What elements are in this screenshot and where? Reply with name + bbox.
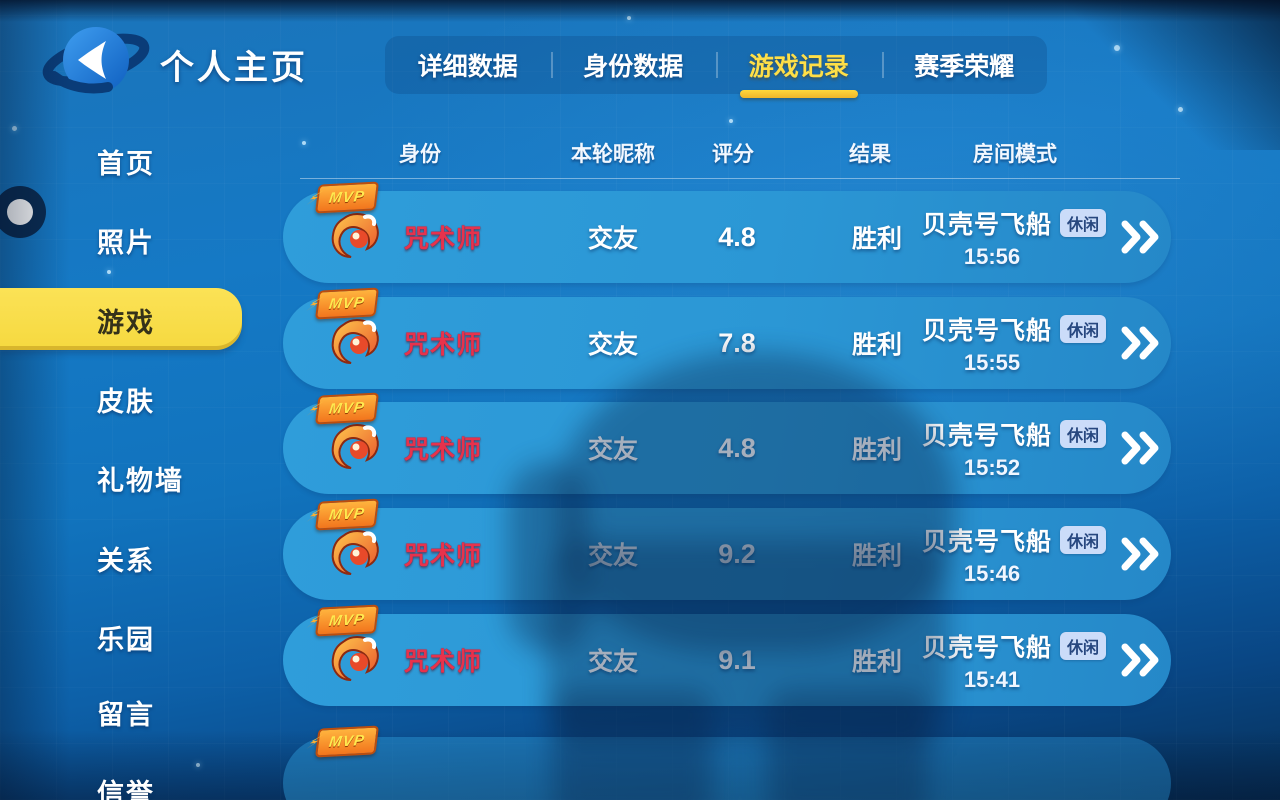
mvp-badge: MVP	[314, 392, 380, 425]
room-mode-tag: 休闲	[1060, 208, 1107, 237]
identity-name: 咒术师	[403, 542, 482, 570]
room-info: 贝壳号飞船 休闲 15:55	[883, 297, 1145, 389]
expand-arrow-icon[interactable]	[1119, 430, 1163, 466]
identity-name: 咒术师	[403, 331, 482, 359]
game-record-row[interactable]: MVP 咒术师 交友 4.8 胜利 贝壳号飞船 休闲 15:52	[283, 392, 1171, 494]
sparkle-dot	[627, 16, 631, 20]
room-name: 贝壳号飞船	[921, 421, 1052, 450]
mvp-badge: MVP	[314, 181, 380, 214]
result-value: 胜利	[851, 648, 902, 676]
room-name: 贝壳号飞船	[921, 633, 1052, 662]
col-header-room-mode: 房间模式	[973, 143, 1057, 166]
mvp-badge: MVP	[314, 725, 380, 758]
room-info: 贝壳号飞船 休闲 15:52	[883, 402, 1145, 494]
result-value: 胜利	[851, 542, 902, 570]
sparkle-dot	[1114, 45, 1120, 51]
game-record-row[interactable]: MVP 咒术师 交友 9.2 胜利 贝壳号飞船 休闲 15:46	[283, 498, 1171, 600]
identity-name: 咒术师	[403, 648, 482, 676]
score-value: 4.8	[718, 432, 756, 463]
mvp-badge: MVP	[314, 604, 380, 637]
sparkle-dot	[302, 141, 306, 145]
col-header-score: 评分	[712, 143, 754, 166]
sidebar-item-games[interactable]: 游戏	[97, 308, 155, 338]
result-value: 胜利	[851, 436, 902, 464]
sparkle-dot	[12, 126, 17, 131]
sparkle-dot	[196, 763, 200, 767]
room-mode-tag: 休闲	[1060, 314, 1107, 343]
room-time: 15:55	[963, 349, 1021, 375]
col-header-nickname: 本轮昵称	[571, 143, 655, 166]
sidebar-item-relations[interactable]: 关系	[97, 546, 155, 576]
col-header-result: 结果	[849, 143, 891, 166]
tab-game-records[interactable]: 游戏记录	[716, 36, 882, 94]
score-value: 9.1	[718, 644, 756, 675]
room-time: 15:41	[963, 666, 1021, 692]
sidebar-item-paradise[interactable]: 乐园	[97, 625, 155, 655]
mvp-badge: MVP	[314, 498, 380, 531]
sidebar-item-messages[interactable]: 留言	[97, 700, 155, 730]
room-name: 贝壳号飞船	[921, 527, 1052, 556]
sidebar-item-photos[interactable]: 照片	[97, 228, 155, 258]
tab-detailed-data[interactable]: 详细数据	[417, 53, 518, 81]
result-value: 胜利	[851, 331, 902, 359]
sorcerer-identity-icon	[329, 634, 381, 686]
back-button[interactable]	[42, 14, 150, 106]
room-time: 15:56	[963, 243, 1021, 269]
expand-arrow-icon[interactable]	[1119, 642, 1163, 678]
sidebar-selected-pill	[0, 288, 242, 350]
score-value: 9.2	[718, 538, 756, 569]
room-mode-tag: 休闲	[1060, 525, 1107, 554]
sidebar-item-skins[interactable]: 皮肤	[97, 387, 155, 417]
profile-tabbar: 详细数据 身份数据 游戏记录 赛季荣耀	[385, 36, 1047, 94]
screen-camera-dot	[0, 186, 46, 238]
sorcerer-identity-icon	[329, 317, 381, 369]
round-nickname: 交友	[587, 436, 638, 464]
round-nickname: 交友	[587, 225, 638, 253]
game-record-row[interactable]: MVP 咒术师 交友 7.8 胜利 贝壳号飞船 休闲 15:55	[283, 287, 1171, 389]
round-nickname: 交友	[587, 331, 638, 359]
sorcerer-identity-icon	[329, 422, 381, 474]
expand-arrow-icon[interactable]	[1119, 536, 1163, 572]
game-record-row[interactable]: MVP 咒术师 交友 4.8 胜利 贝壳号飞船 休闲 15:56	[283, 181, 1171, 283]
room-info: 贝壳号飞船 休闲 15:56	[883, 191, 1145, 283]
sorcerer-identity-icon	[329, 528, 381, 580]
expand-arrow-icon[interactable]	[1119, 325, 1163, 361]
sparkle-dot	[107, 270, 111, 274]
col-header-identity: 身份	[399, 143, 441, 166]
top-vignette	[0, 0, 1280, 22]
score-value: 4.8	[718, 221, 756, 252]
mvp-badge: MVP	[314, 287, 380, 320]
room-name: 贝壳号飞船	[921, 316, 1052, 345]
identity-name: 咒术师	[403, 436, 482, 464]
room-mode-tag: 休闲	[1060, 631, 1107, 660]
game-record-row[interactable]: MVP 咒术师 交友 9.1 胜利 贝壳号飞船 休闲 15:41	[283, 604, 1171, 706]
game-record-row-partial[interactable]	[283, 737, 1171, 800]
score-value: 7.8	[718, 327, 756, 358]
tab-season-glory[interactable]: 赛季荣耀	[881, 36, 1048, 94]
sidebar-item-home[interactable]: 首页	[97, 149, 155, 179]
left-vignette	[0, 0, 70, 800]
round-nickname: 交友	[587, 542, 638, 570]
room-time: 15:52	[963, 454, 1021, 480]
planet-back-icon	[42, 27, 150, 94]
sparkle-dot	[1178, 107, 1183, 112]
room-info: 贝壳号飞船 休闲 15:46	[883, 508, 1145, 600]
tab-identity-data[interactable]: 身份数据	[550, 36, 717, 94]
table-header-divider	[300, 178, 1180, 179]
room-name: 贝壳号飞船	[921, 210, 1052, 239]
room-mode-tag: 休闲	[1060, 419, 1107, 448]
page-title: 个人主页	[160, 49, 308, 87]
round-nickname: 交友	[587, 648, 638, 676]
expand-arrow-icon[interactable]	[1119, 219, 1163, 255]
room-time: 15:46	[963, 560, 1021, 586]
sidebar-item-gift-wall[interactable]: 礼物墙	[97, 466, 184, 496]
room-info: 贝壳号飞船 休闲 15:41	[883, 614, 1145, 706]
result-value: 胜利	[851, 225, 902, 253]
identity-name: 咒术师	[403, 225, 482, 253]
sparkle-dot	[729, 119, 733, 123]
sidebar-item-reputation[interactable]: 信誉	[97, 779, 155, 800]
sorcerer-identity-icon	[329, 211, 381, 263]
